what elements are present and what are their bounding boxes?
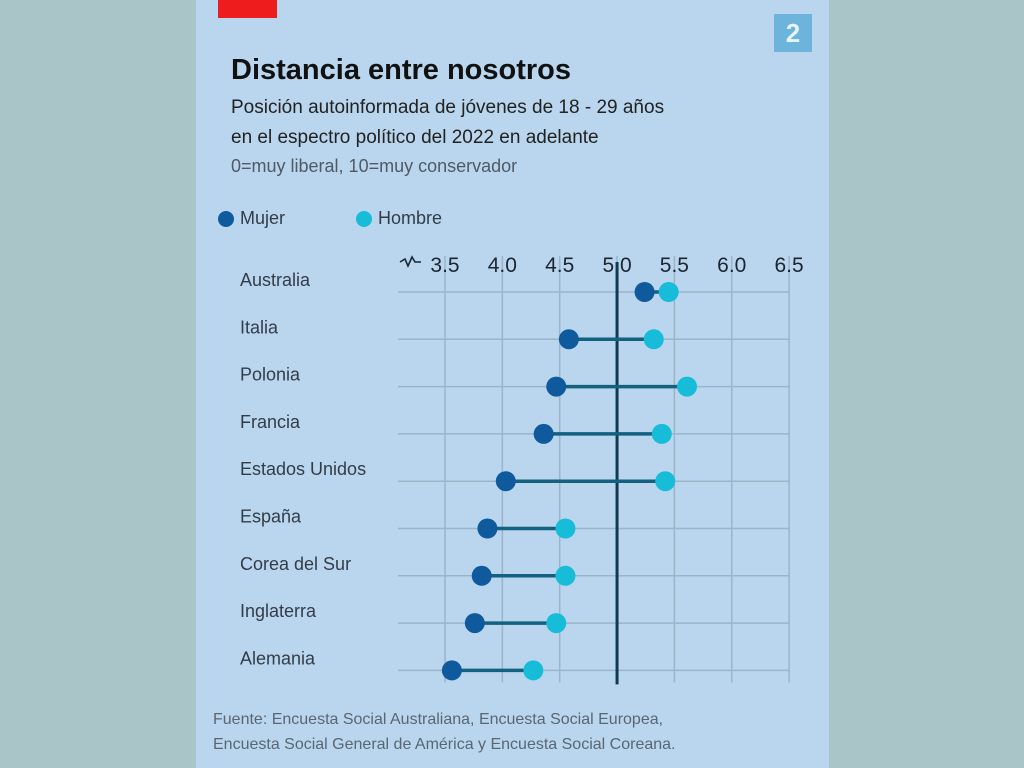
chart-subtitle-line-2: en el espectro político del 2022 en adel…	[231, 127, 599, 148]
point-hombre	[651, 423, 672, 444]
axis-break-icon	[399, 255, 421, 268]
point-mujer	[495, 471, 516, 492]
source-line-2: Encuesta Social General de América y Enc…	[213, 736, 676, 753]
category-label: Polonia	[240, 365, 301, 385]
point-hombre	[555, 518, 576, 539]
category-label: Corea del Sur	[240, 554, 351, 574]
chart-card: 2 Distancia entre nosotros Posición auto…	[196, 0, 829, 768]
point-mujer	[464, 613, 485, 634]
x-tick-label: 4.0	[488, 254, 517, 277]
point-hombre	[555, 565, 576, 586]
x-tick-label: 5.5	[660, 254, 689, 277]
x-tick-label: 6.0	[717, 254, 746, 277]
x-tick-label: 6.5	[774, 254, 803, 277]
category-label: Australia	[240, 270, 311, 290]
point-hombre	[643, 329, 664, 350]
chart-title: Distancia entre nosotros	[231, 54, 572, 86]
category-label: España	[240, 507, 302, 527]
point-mujer	[477, 518, 498, 539]
scale-note: 0=muy liberal, 10=muy conservador	[231, 156, 518, 176]
x-tick-label: 3.5	[430, 254, 459, 277]
legend-dot-hombre-icon	[356, 210, 372, 227]
legend-item-mujer: Mujer	[218, 208, 285, 229]
x-tick-label: 4.5	[545, 254, 574, 277]
category-label: Inglaterra	[240, 601, 317, 621]
legend-dot-mujer-icon	[218, 210, 234, 227]
legend-item-hombre: Hombre	[356, 208, 442, 229]
point-mujer	[533, 423, 554, 444]
point-hombre	[546, 613, 567, 634]
page-number-badge: 2	[774, 14, 812, 52]
point-mujer	[558, 329, 579, 350]
point-hombre	[677, 376, 698, 397]
chart-subtitle-line-1: Posición autoinformada de jóvenes de 18 …	[231, 97, 665, 118]
category-label: Italia	[240, 317, 279, 337]
point-mujer	[634, 282, 655, 302]
point-hombre	[658, 282, 679, 302]
point-mujer	[546, 376, 567, 397]
brand-accent-bar	[218, 0, 277, 18]
source-note: Fuente: Encuesta Social Australiana, Enc…	[213, 707, 675, 757]
point-hombre	[655, 471, 676, 492]
category-label: Alemania	[240, 648, 316, 668]
point-mujer	[471, 565, 492, 586]
category-label: Estados Unidos	[240, 459, 366, 479]
source-line-1: Fuente: Encuesta Social Australiana, Enc…	[213, 711, 664, 728]
category-label: Francia	[240, 412, 301, 432]
point-hombre	[523, 660, 544, 681]
legend-label-mujer: Mujer	[240, 208, 286, 228]
legend-label-hombre: Hombre	[378, 208, 443, 228]
point-mujer	[441, 660, 462, 681]
